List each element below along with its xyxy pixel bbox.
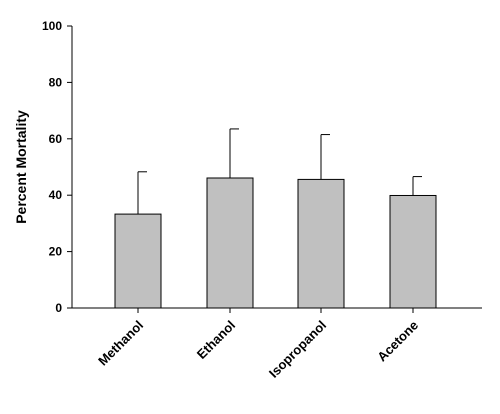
y-tick-label-60: 60 xyxy=(49,132,63,146)
error-bars-layer xyxy=(137,128,422,215)
x-tick-label-isopropanol: Isopropanol xyxy=(266,318,329,381)
y-tick-label-20: 20 xyxy=(49,245,63,259)
y-tick-label-0: 0 xyxy=(55,301,62,315)
x-tick-label-methanol: Methanol xyxy=(95,318,146,369)
axes-layer xyxy=(67,25,482,313)
bar-ethanol xyxy=(206,177,254,309)
y-tick-label-80: 80 xyxy=(49,75,63,89)
y-tick-label-40: 40 xyxy=(49,188,63,202)
y-axis-label: Percent Mortality xyxy=(13,110,29,224)
x-tick-label-ethanol: Ethanol xyxy=(194,318,238,362)
x-tick-label-acetone: Acetone xyxy=(374,318,421,365)
y-tick-label-100: 100 xyxy=(42,19,62,33)
bars-layer xyxy=(114,177,437,309)
bar-acetone xyxy=(389,194,437,309)
bar-methanol xyxy=(114,213,162,309)
bar-isopropanol xyxy=(297,178,345,309)
